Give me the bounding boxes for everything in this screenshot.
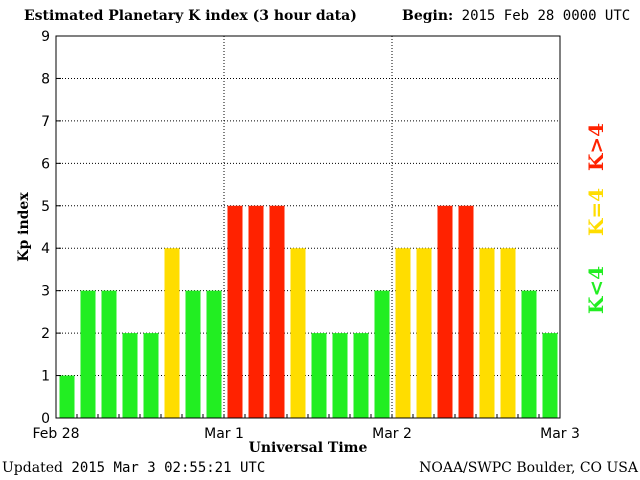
begin-label: Begin: [402,8,454,24]
x-axis-title: Universal Time [249,440,368,456]
y-tick-label: 3 [41,284,50,300]
kp-bar [248,205,264,418]
y-tick-label: 1 [41,369,50,385]
begin-time: Begin: 2015 Feb 28 0000 UTC [402,8,630,24]
legend-item: K<4 [584,266,608,314]
y-tick-label: 8 [41,71,50,87]
x-tick-label: Mar 3 [540,426,580,442]
kp-bar [353,333,369,418]
legend-item: K=4 [584,188,608,236]
legend-item: K>4 [584,123,608,171]
y-tick-label: 6 [41,156,50,172]
kp-bar [500,248,516,418]
kp-bar [311,333,327,418]
kp-bar [143,333,159,418]
updated-value: 2015 Mar 3 02:55:21 UTC [71,460,266,476]
y-tick-label: 4 [41,241,50,257]
y-tick-label: 0 [41,411,50,427]
updated-label: Updated [2,460,63,476]
kp-bar [479,248,495,418]
kp-bar [269,205,285,418]
kp-bar [101,290,117,418]
kp-bar [332,333,348,418]
y-tick-label: 5 [41,199,50,215]
kp-bar [80,290,96,418]
kp-bar [227,205,243,418]
updated-timestamp: Updated 2015 Mar 3 02:55:21 UTC [2,460,265,476]
kp-bar [122,333,138,418]
x-tick-label: Mar 2 [372,426,412,442]
credit-text: NOAA/SWPC Boulder, CO USA [419,460,638,476]
kp-bar [59,375,75,418]
y-tick-label: 2 [41,326,50,342]
kp-bar [458,205,474,418]
x-tick-label: Feb 28 [32,426,79,442]
begin-value: 2015 Feb 28 0000 UTC [461,8,631,24]
y-tick-label: 7 [41,114,50,130]
kp-bar [521,290,537,418]
kp-bar [437,205,453,418]
kp-bar [290,248,306,418]
kp-bar [206,290,222,418]
kp-bar [185,290,201,418]
kp-bar [416,248,432,418]
kp-bar [164,248,180,418]
x-tick-label: Mar 1 [204,426,244,442]
kp-bar [374,290,390,418]
kp-bar [395,248,411,418]
y-tick-label: 9 [41,29,50,45]
kp-bar [542,333,558,418]
chart-title: Estimated Planetary K index (3 hour data… [24,8,357,24]
y-axis-title: Kp index [16,192,32,262]
